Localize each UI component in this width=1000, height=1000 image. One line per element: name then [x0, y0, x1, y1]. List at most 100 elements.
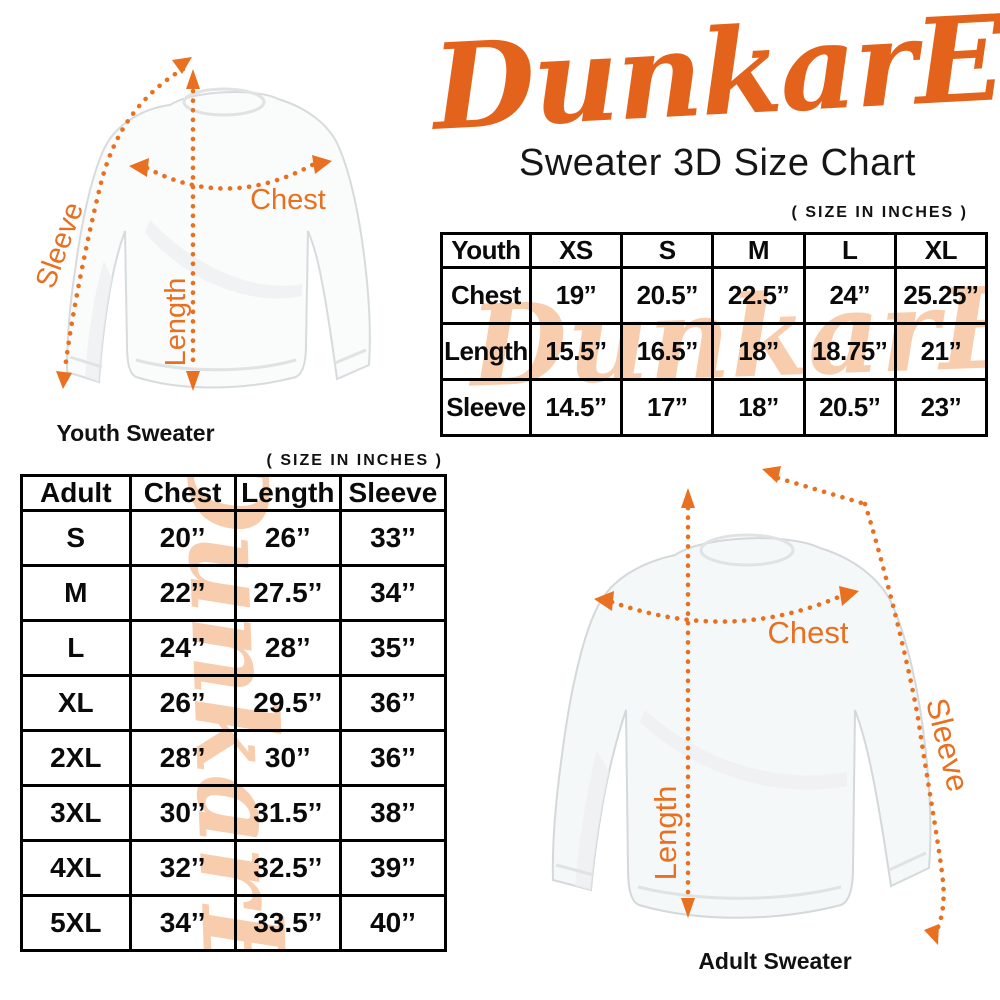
size-value-cell: 22’’ — [128, 564, 237, 622]
adult-sweater-body — [551, 537, 932, 919]
size-value-cell: 33’’ — [338, 509, 447, 567]
size-value-cell: 30’’ — [233, 729, 342, 787]
row-header: 3XL — [20, 784, 132, 842]
row-header: Length — [440, 322, 532, 381]
youth-length-label: Length — [160, 278, 192, 367]
youth-size-table: Youth XS S M L XL Chest 19’’ 20.5’’ 22.5’’ 24’’ 25.… — [440, 232, 988, 437]
arrowhead-down-icon — [681, 898, 695, 918]
size-value-cell: 32’’ — [128, 839, 237, 897]
youth-hem-ribbing — [135, 358, 297, 372]
adult-figure-caption: Adult Sweater — [698, 948, 852, 974]
adult-neck-ribbing — [699, 533, 795, 567]
size-value-cell: 33.5’’ — [233, 894, 342, 952]
youth-sweater-crease — [145, 220, 302, 299]
youth-length-measurement: Length — [160, 69, 200, 391]
row-header: L — [20, 619, 132, 677]
size-value-cell: 17’’ — [620, 378, 715, 437]
row-header: M — [20, 564, 132, 622]
arrowhead-down-icon — [56, 371, 72, 389]
arrowhead-right-icon — [839, 586, 859, 606]
size-value-cell: 18’’ — [711, 378, 806, 437]
table-row: 3XL 30’’ 31.5’’ 38’’ — [20, 784, 447, 842]
youth-size-units-note: ( SIZE IN INCHES ) — [791, 204, 968, 221]
youth-chest-label: Chest — [250, 184, 326, 216]
table-row: M 22’’ 27.5’’ 34’’ — [20, 564, 447, 622]
size-value-cell: 22.5’’ — [711, 266, 806, 325]
arrowhead-upleft-icon — [762, 466, 781, 483]
size-value-cell: 36’’ — [338, 729, 447, 787]
size-value-cell: 18’’ — [711, 322, 806, 381]
youth-cuff-right — [334, 348, 367, 365]
column-header: Sleeve — [338, 474, 447, 512]
brand-logo: DunkarE — [429, 0, 1000, 157]
table-row: Length 15.5’’ 16.5’’ 18’’ 18.75’’ 21’’ — [440, 322, 988, 381]
column-header: XL — [893, 232, 988, 269]
table-row: Sleeve 14.5’’ 17’’ 18’’ 20.5’’ 23’’ — [440, 378, 988, 437]
column-header: S — [620, 232, 715, 269]
size-value-cell: 20.5’’ — [620, 266, 715, 325]
arrowhead-downright-icon — [924, 924, 939, 945]
adult-cuff-right — [888, 851, 927, 872]
adult-table-container: DunkarE Adult Chest Length Sleeve S 20’’ 26’’ 3… — [20, 474, 447, 952]
youth-table-container: DunkarE Youth XS S M L XL Chest 19’’ 20.5’’ 22.5’… — [440, 232, 988, 437]
youth-sweater-shading — [85, 261, 112, 382]
size-value-cell: 26’’ — [128, 674, 237, 732]
size-value-cell: 20.5’’ — [802, 378, 897, 437]
arrowhead-left-icon — [129, 158, 149, 177]
size-value-cell: 25.25’’ — [893, 266, 988, 325]
size-value-cell: 40’’ — [338, 894, 447, 952]
adult-sweater-shading — [575, 750, 609, 890]
size-value-cell: 39’’ — [338, 839, 447, 897]
column-header: M — [711, 232, 806, 269]
page-title: Sweater 3D Size Chart — [519, 142, 916, 184]
size-value-cell: 38’’ — [338, 784, 447, 842]
arrowhead-up-icon — [186, 69, 200, 89]
column-header: XS — [528, 232, 624, 269]
adult-chest-measurement: Chest — [594, 586, 859, 650]
size-value-cell: 24’’ — [128, 619, 237, 677]
column-header: Adult — [20, 474, 132, 512]
adult-length-measurement: Length — [648, 488, 695, 918]
table-row: S 20’’ 26’’ 33’’ — [20, 509, 447, 567]
arrowhead-upright-icon — [172, 57, 192, 74]
table-row: Chest 19’’ 20.5’’ 22.5’’ 24’’ 25.25’’ — [440, 266, 988, 325]
size-value-cell: 14.5’’ — [528, 378, 624, 437]
adult-sweater-illustration: Length Chest Sleeve — [551, 466, 976, 945]
youth-neck-ribbing — [182, 87, 266, 117]
size-value-cell: 18.75’’ — [802, 322, 897, 381]
column-header: Chest — [128, 474, 237, 512]
row-header: Sleeve — [440, 378, 532, 437]
column-header: Youth — [440, 232, 532, 269]
youth-sweater-illustration: Length Chest Sleeve — [30, 57, 371, 391]
size-value-cell: 34’’ — [128, 894, 237, 952]
youth-chest-measurement: Chest — [129, 155, 332, 216]
adult-size-units-note: ( SIZE IN INCHES ) — [266, 452, 443, 469]
header-row: Youth XS S M L XL — [440, 232, 988, 269]
table-row: 2XL 28’’ 30’’ 36’’ — [20, 729, 447, 787]
header-row: Adult Chest Length Sleeve — [20, 474, 447, 512]
size-value-cell: 26’’ — [233, 509, 342, 567]
size-value-cell: 15.5’’ — [528, 322, 624, 381]
arrowhead-left-icon — [594, 591, 614, 611]
adult-sweater-crease — [640, 710, 847, 790]
adult-size-table: Adult Chest Length Sleeve S 20’’ 26’’ 33’’ M 22’’… — [20, 474, 447, 952]
size-value-cell: 27.5’’ — [233, 564, 342, 622]
table-row: 4XL 32’’ 32.5’’ 39’’ — [20, 839, 447, 897]
row-header: Chest — [440, 266, 532, 325]
arrowhead-down-icon — [186, 371, 200, 391]
adult-chest-label: Chest — [768, 615, 849, 650]
row-header: S — [20, 509, 132, 567]
size-value-cell: 21’’ — [893, 322, 988, 381]
size-value-cell: 34’’ — [338, 564, 447, 622]
table-row: XL 26’’ 29.5’’ 36’’ — [20, 674, 447, 732]
arrowhead-up-icon — [681, 488, 695, 508]
size-value-cell: 36’’ — [338, 674, 447, 732]
size-value-cell: 30’’ — [128, 784, 237, 842]
row-header: 2XL — [20, 729, 132, 787]
size-value-cell: 28’’ — [233, 619, 342, 677]
youth-cuff-left — [69, 355, 103, 369]
column-header: Length — [233, 474, 342, 512]
size-value-cell: 16.5’’ — [620, 322, 715, 381]
size-value-cell: 23’’ — [893, 378, 988, 437]
